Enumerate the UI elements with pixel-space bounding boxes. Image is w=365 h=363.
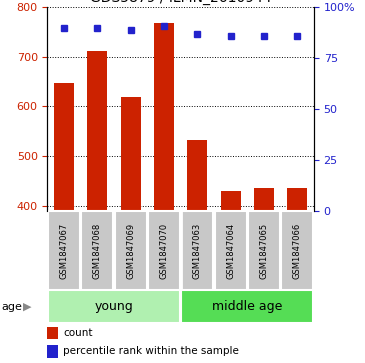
Text: age: age <box>2 302 23 312</box>
Text: count: count <box>64 328 93 338</box>
Text: GSM1847070: GSM1847070 <box>160 223 169 278</box>
Bar <box>115 211 147 290</box>
Bar <box>47 327 58 339</box>
Bar <box>88 51 107 211</box>
Bar <box>254 188 274 211</box>
Bar <box>54 83 74 211</box>
Bar <box>215 211 247 290</box>
Title: GDS5879 / ILMN_2610944: GDS5879 / ILMN_2610944 <box>90 0 272 5</box>
Bar <box>220 191 241 211</box>
Bar <box>181 211 213 290</box>
Text: GSM1847063: GSM1847063 <box>193 223 202 278</box>
Text: ▶: ▶ <box>23 302 31 312</box>
Text: middle age: middle age <box>212 300 283 313</box>
Bar <box>281 211 313 290</box>
Text: percentile rank within the sample: percentile rank within the sample <box>64 346 239 356</box>
Text: GSM1847069: GSM1847069 <box>126 223 135 278</box>
Bar <box>48 211 80 290</box>
Bar <box>248 211 280 290</box>
Bar <box>81 211 114 290</box>
Bar <box>148 211 180 290</box>
Bar <box>121 97 141 211</box>
Text: GSM1847065: GSM1847065 <box>260 223 268 278</box>
Bar <box>47 345 58 358</box>
Text: GSM1847064: GSM1847064 <box>226 223 235 278</box>
Bar <box>154 23 174 211</box>
Bar <box>287 188 307 211</box>
Bar <box>181 290 313 323</box>
Text: GSM1847066: GSM1847066 <box>293 223 302 278</box>
Bar <box>48 290 180 323</box>
Text: GSM1847067: GSM1847067 <box>59 223 69 278</box>
Bar <box>187 140 207 211</box>
Text: GSM1847068: GSM1847068 <box>93 223 102 278</box>
Text: young: young <box>95 300 134 313</box>
